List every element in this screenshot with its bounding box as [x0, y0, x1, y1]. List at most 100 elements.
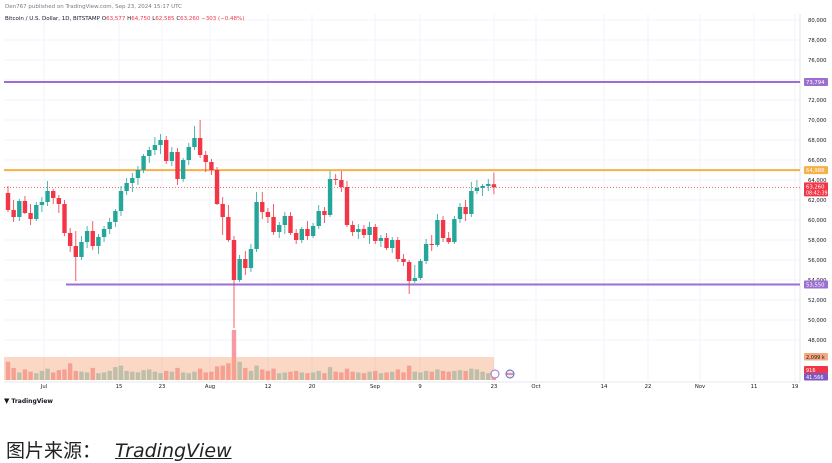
candle-body — [412, 278, 417, 281]
symbol-name: Bitcoin / U.S. Dollar, 1D, BITSTAMP — [5, 16, 100, 22]
candle-body — [17, 201, 22, 217]
volume-bar — [277, 373, 282, 380]
price-tick-label: 78,000 — [808, 38, 827, 44]
projection-icons — [490, 369, 515, 379]
candle-body — [101, 229, 107, 237]
candle-body — [299, 229, 304, 240]
globe-icon — [490, 369, 500, 379]
level-low-tag — [804, 280, 828, 289]
volume-bar — [147, 369, 152, 380]
price-tick-label: 60,000 — [808, 218, 827, 224]
volume-bar — [367, 371, 372, 380]
volume-bar — [248, 370, 254, 380]
candle-body — [254, 202, 259, 249]
candle-body — [84, 231, 90, 242]
candle-body — [73, 246, 78, 257]
high-value: 64,750 — [131, 16, 151, 22]
volume-bar — [169, 371, 175, 380]
candle-body — [361, 229, 367, 235]
time-tick-label: 11 — [751, 384, 758, 390]
tradingview-brand[interactable]: ▼ TradingView — [4, 397, 53, 405]
volume-bar — [237, 361, 242, 380]
candle-body — [367, 227, 372, 235]
volume-bar — [197, 368, 203, 380]
volume-bar — [452, 370, 457, 380]
close-value: 63,260 — [180, 16, 200, 22]
candle-body — [333, 179, 338, 180]
volume-bar — [327, 367, 333, 380]
volume-bar — [463, 370, 468, 380]
price-tick-label: 68,000 — [808, 138, 827, 144]
volume-bar — [214, 366, 220, 380]
volume-bar — [158, 373, 163, 380]
volume-bar — [361, 373, 367, 380]
price-axis[interactable]: 80,00078,00076,00074,00072,00070,00068,0… — [804, 18, 828, 381]
volume-bar — [260, 369, 265, 380]
volume-bar — [299, 372, 304, 380]
volume-bar — [395, 369, 401, 380]
candle-body — [209, 162, 214, 170]
volume-bar — [412, 371, 417, 380]
volume-bar — [135, 372, 141, 380]
candle-body — [124, 183, 129, 191]
candle-body — [429, 244, 434, 245]
volume-bar — [435, 369, 440, 380]
volume-bar — [226, 363, 231, 380]
time-tick-label: 15 — [116, 384, 123, 390]
volume-bar — [96, 373, 101, 380]
volume-bar — [486, 373, 491, 380]
candle-body — [147, 150, 152, 156]
volume-bar — [316, 370, 321, 380]
candle-body — [51, 191, 56, 198]
volume-bar — [390, 371, 395, 380]
candle-body — [401, 259, 406, 262]
volume-tag-label: 916 — [806, 368, 816, 374]
candles — [5, 120, 497, 328]
candle-body — [378, 238, 384, 241]
volume-bar — [5, 361, 11, 380]
volume-bar — [45, 368, 50, 380]
change-value: −303 (−0.48%) — [201, 16, 245, 22]
volume-bar — [333, 371, 338, 380]
candle-body — [243, 259, 248, 268]
candle-body — [237, 259, 242, 280]
volume-bar — [469, 368, 474, 380]
candle-body — [480, 186, 485, 188]
volume-bar — [124, 370, 129, 380]
volume-bar — [130, 371, 135, 380]
volume-bar — [288, 371, 293, 380]
candle-body — [310, 226, 316, 236]
volume-bar — [180, 372, 186, 380]
time-tick-label: 22 — [645, 384, 652, 390]
candle-body — [390, 240, 395, 248]
candle-body — [486, 184, 491, 186]
volume-bar — [186, 373, 191, 380]
volume-tag — [804, 353, 828, 361]
candle-body — [62, 204, 67, 233]
caption-link[interactable]: TradingView — [115, 440, 232, 462]
volume-bar — [203, 372, 208, 380]
price-tick-label: 64,000 — [808, 178, 827, 184]
volume-bar — [79, 371, 84, 380]
candle-body — [28, 213, 33, 219]
volume-bar — [373, 370, 378, 380]
candle-body — [463, 207, 468, 214]
volume-bar — [474, 369, 480, 380]
price-tick-label: 70,000 — [808, 118, 827, 124]
volume-bar — [11, 367, 16, 380]
time-axis[interactable]: Jul 15 23 Aug 12 20 Sep 9 23 Oct 14 22 Nov 11 19 — [40, 384, 799, 390]
candle-body — [288, 216, 293, 233]
candle-body — [435, 220, 440, 245]
volume-bar — [220, 365, 225, 380]
candle-body — [457, 207, 463, 219]
tradingview-logo-icon: ▼ — [4, 397, 10, 405]
candle-body — [113, 211, 118, 222]
candle-body — [440, 220, 446, 238]
candlestick-chart[interactable]: 80,00078,00076,00074,00072,00070,00068,0… — [0, 0, 832, 390]
price-tick-label: 72,000 — [808, 98, 827, 104]
volume-tag-label: 41.566 — [806, 375, 824, 381]
volume-bar — [118, 365, 124, 380]
level-mid-tag — [804, 166, 828, 175]
volume-bar — [56, 370, 62, 380]
candle-body — [56, 198, 62, 204]
